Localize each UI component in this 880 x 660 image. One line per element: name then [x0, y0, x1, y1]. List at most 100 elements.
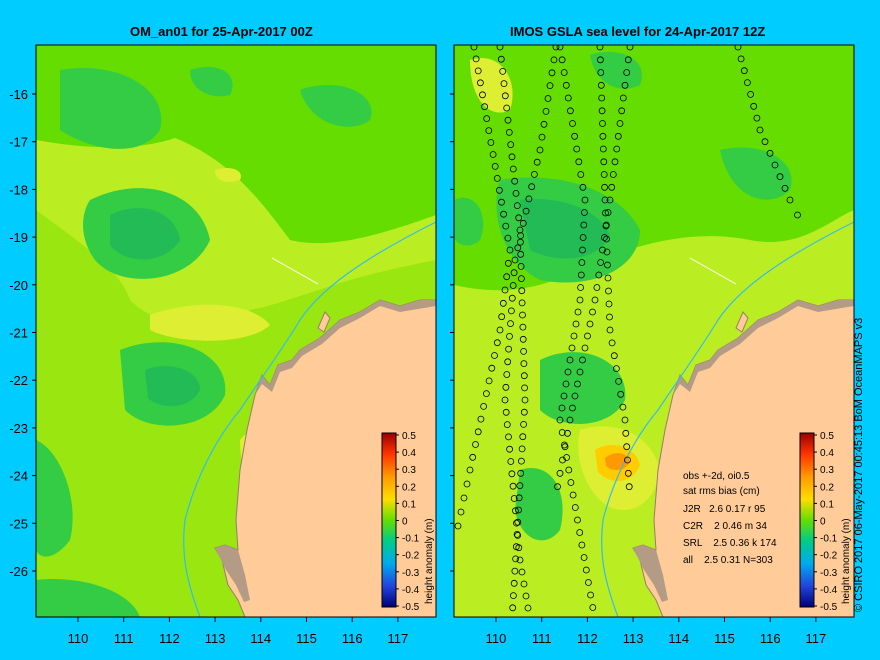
- observation-marker: [472, 55, 480, 63]
- observation-marker: [528, 183, 536, 191]
- latitude-tick-label: -25: [9, 516, 28, 531]
- observation-marker: [601, 196, 609, 204]
- section-line: [689, 257, 737, 285]
- observation-marker: [598, 94, 606, 102]
- observation-marker: [514, 244, 522, 252]
- observation-marker: [761, 138, 769, 146]
- observation-marker: [571, 504, 579, 511]
- stats-line: all 2.5 0.31 N=303: [683, 555, 773, 566]
- observation-marker: [569, 404, 576, 412]
- coastal-strip: [633, 545, 668, 602]
- observation-marker: [501, 286, 509, 294]
- negative-anomaly-zone: [110, 208, 180, 260]
- colorbar-tick-label: -0.1: [820, 534, 838, 545]
- observation-marker: [480, 402, 488, 410]
- observation-marker: [501, 396, 509, 404]
- observation-marker: [463, 480, 471, 488]
- latitude-tick-label: -24: [9, 469, 28, 484]
- observation-marker: [469, 453, 477, 461]
- observation-marker: [507, 320, 514, 328]
- observation-marker: [558, 404, 566, 412]
- colorbar-tick-label: 0: [820, 517, 826, 528]
- observation-marker: [558, 429, 566, 436]
- observation-marker: [506, 445, 514, 453]
- latitude-tick-label: -21: [9, 326, 28, 341]
- observation-marker: [578, 541, 586, 549]
- observation-marker: [474, 428, 482, 436]
- observation-marker: [519, 311, 526, 319]
- longitude-tick-label: 110: [68, 631, 89, 646]
- latitude-tick-label: -16: [9, 87, 28, 102]
- observation-marker: [766, 149, 774, 157]
- observation-marker: [515, 506, 522, 514]
- observation-marker: [613, 365, 620, 373]
- observation-marker: [521, 396, 529, 404]
- observation-marker: [597, 81, 605, 89]
- positive-anomaly-hotspot: [605, 453, 630, 471]
- observation-marker: [740, 67, 748, 75]
- negative-anomaly-zone: [60, 68, 162, 149]
- observation-marker: [505, 433, 512, 441]
- observation-marker: [487, 139, 495, 146]
- observation-marker: [580, 554, 588, 561]
- colorbar-tick-label: 0.4: [402, 448, 416, 459]
- right-map: [454, 45, 854, 617]
- observation-marker: [510, 269, 518, 277]
- observation-marker: [493, 174, 501, 182]
- observation-marker: [601, 234, 608, 241]
- observation-marker: [540, 120, 548, 128]
- observation-marker: [516, 556, 524, 564]
- negative-anomaly-zone: [540, 352, 626, 424]
- observation-marker: [518, 275, 525, 283]
- observation-marker: [506, 332, 513, 340]
- observation-marker: [771, 161, 779, 169]
- observation-marker: [556, 469, 564, 477]
- colorbar-tick-label: 0.5: [402, 431, 416, 442]
- left-panel-title: OM_an01 for 25-Apr-2017 00Z: [130, 24, 313, 39]
- observation-marker: [604, 261, 611, 269]
- observation-marker: [502, 408, 510, 416]
- observation-marker: [598, 107, 606, 115]
- colorbar-tick-label: -0.5: [820, 602, 838, 613]
- observation-marker: [570, 332, 578, 340]
- observation-marker: [481, 103, 489, 111]
- observation-marker: [496, 326, 504, 334]
- observation-marker: [568, 344, 576, 352]
- observation-marker: [506, 246, 514, 254]
- observation-marker: [574, 380, 581, 388]
- observation-marker: [491, 162, 499, 170]
- observation-marker: [518, 568, 526, 576]
- observation-marker: [498, 313, 506, 321]
- observation-marker: [502, 383, 510, 391]
- observation-marker: [504, 116, 512, 124]
- latitude-tick-label: -20: [9, 278, 28, 293]
- observation-marker: [457, 508, 465, 516]
- observation-marker: [505, 345, 513, 353]
- observation-marker: [542, 108, 550, 115]
- observation-marker: [522, 207, 530, 215]
- observation-marker: [510, 495, 518, 502]
- longitude-axis: 110 110 111 111 112 112 113 113 114 114 115 115 116 1…: [68, 617, 826, 646]
- observation-marker: [489, 151, 497, 158]
- observation-marker: [533, 158, 541, 166]
- observation-marker: [560, 392, 568, 400]
- observation-marker: [569, 491, 577, 499]
- observation-marker: [565, 466, 573, 474]
- observation-marker: [510, 592, 517, 599]
- satellite-track-observations: [454, 45, 801, 612]
- colorbar-tick-label: 0: [402, 517, 408, 528]
- observation-marker: [519, 323, 527, 331]
- observation-marker: [499, 68, 507, 75]
- observation-marker: [606, 313, 613, 321]
- latitude-tick-label: -19: [9, 230, 28, 245]
- right-map-frame: [453, 44, 855, 618]
- observation-marker: [504, 234, 512, 242]
- observation-marker: [577, 284, 584, 291]
- observation-marker: [466, 466, 474, 474]
- observation-marker: [586, 320, 594, 328]
- observation-marker: [500, 80, 508, 87]
- observation-marker: [476, 79, 484, 87]
- observation-marker: [518, 287, 526, 295]
- observation-marker: [552, 45, 560, 51]
